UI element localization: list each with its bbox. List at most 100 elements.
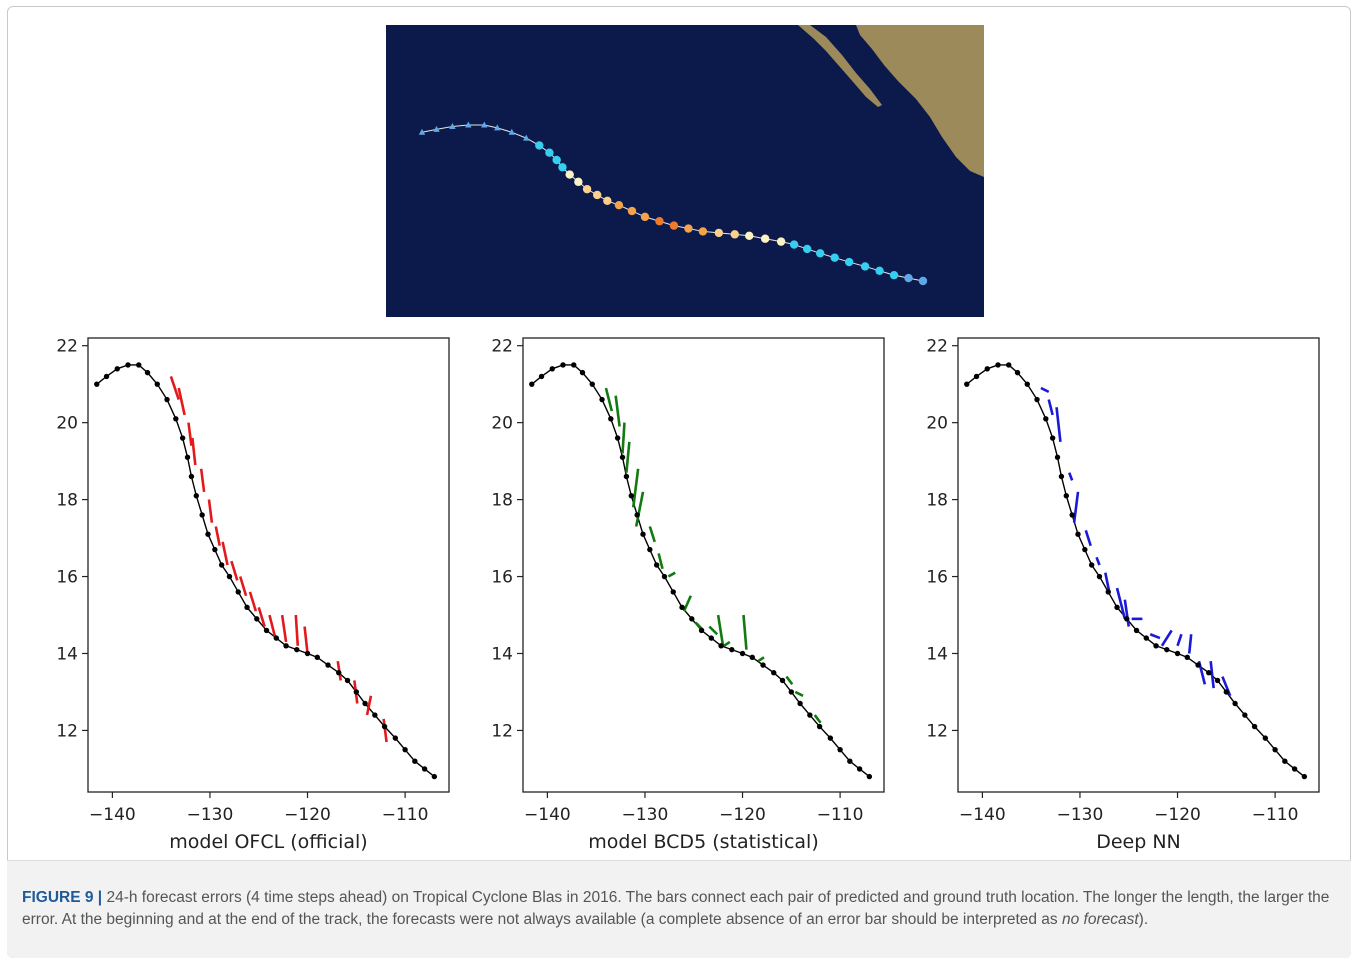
error-bar [648, 526, 656, 543]
track-point [634, 512, 640, 518]
track-point [560, 362, 566, 368]
map-marker [815, 249, 825, 258]
track-point [708, 635, 715, 641]
error-bar [177, 387, 186, 416]
error-bar [199, 468, 206, 493]
track-point [1133, 627, 1140, 634]
track-point [1058, 473, 1065, 480]
error-bar [785, 675, 794, 686]
track-point [729, 646, 735, 653]
error-bar [631, 468, 640, 508]
track-point [771, 670, 777, 676]
track-point [1153, 643, 1159, 649]
x-axis-label: model BCD5 (statistical) [588, 831, 818, 853]
track-point [1049, 435, 1056, 441]
caption-text-part2: ). [1138, 911, 1149, 928]
track-point [1054, 454, 1061, 460]
x-tick-label: −120 [719, 805, 766, 825]
forecast-panel-deep-nn: 12 14 16 18 20 22 −140 −130 −120 −110 Deep NN [926, 337, 1320, 853]
error-bar [1176, 633, 1183, 647]
map-marker [535, 141, 544, 150]
y-tick-label: 12 [56, 721, 78, 741]
track-point [1096, 573, 1103, 580]
track-point [392, 735, 399, 741]
track-map [386, 25, 984, 317]
track-point [125, 362, 131, 368]
track-point [698, 627, 705, 634]
forecast-panel-bcd5: 12 14 16 18 20 22 −140 −130 −120 −110 model BCD5 (… [491, 337, 885, 853]
track-point [188, 473, 195, 480]
y-tick-label: 20 [56, 414, 78, 434]
track-point [538, 373, 545, 380]
x-axis-label: Deep NN [1096, 831, 1181, 853]
track-point [670, 589, 676, 595]
track-point [421, 766, 428, 772]
caption-text-italic: no forecast [1061, 911, 1139, 928]
map-marker [760, 234, 770, 243]
error-bar [813, 714, 822, 724]
error-bar [382, 718, 388, 743]
track-point [608, 416, 614, 422]
map-marker [558, 163, 567, 172]
track-point [1034, 396, 1040, 403]
track-point [1069, 512, 1075, 518]
track-point [640, 531, 646, 537]
track-point [1223, 689, 1230, 695]
error-bar [708, 625, 719, 636]
map-marker [418, 128, 426, 135]
track-point [827, 735, 834, 741]
track-point [226, 573, 233, 580]
track-point [314, 654, 320, 661]
track-point [199, 512, 205, 518]
track-point [1262, 735, 1269, 741]
error-bar [604, 387, 614, 412]
track-point [218, 562, 225, 568]
map-marker [627, 206, 637, 216]
error-bar [257, 606, 266, 627]
track-point [788, 689, 795, 695]
track-point [263, 627, 270, 634]
track-point [205, 531, 211, 537]
map-marker [904, 273, 913, 283]
track-point [679, 604, 685, 611]
ground-truth-track [96, 364, 435, 778]
track-point [402, 746, 408, 753]
track-point [623, 473, 630, 480]
error-bar [365, 695, 373, 716]
error-bar [614, 395, 621, 427]
y-tick-label: 16 [491, 568, 513, 588]
error-bar [1160, 629, 1173, 647]
track-point [984, 366, 990, 372]
error-bar [187, 422, 193, 446]
error-bar [280, 614, 288, 643]
x-tick-label: −110 [817, 805, 864, 825]
track-point [1272, 746, 1278, 753]
error-bar [1115, 587, 1127, 620]
error-bar [1072, 491, 1080, 523]
error-bar [1040, 386, 1050, 394]
track-point [235, 589, 241, 595]
track-point [647, 546, 653, 553]
track-point [381, 723, 388, 730]
error-bar [794, 690, 804, 697]
map-marker [508, 128, 515, 135]
track-point [154, 381, 160, 387]
map-marker [640, 212, 650, 222]
error-bar [1149, 633, 1161, 640]
caption-box [7, 860, 1351, 958]
map-marker [918, 276, 928, 286]
track-point [1174, 650, 1181, 657]
x-tick-label: −130 [622, 805, 669, 825]
map-marker [545, 148, 554, 157]
track-point [344, 677, 351, 684]
map-marker [655, 217, 664, 226]
track-point [1164, 646, 1170, 653]
error-bar [1209, 661, 1215, 689]
x-tick-label: −140 [959, 805, 1006, 825]
track-point [661, 573, 668, 580]
error-bar [1123, 599, 1131, 627]
track-point [614, 435, 621, 441]
track-point [1063, 493, 1069, 499]
error-bar [757, 656, 765, 663]
track-point [866, 773, 873, 780]
